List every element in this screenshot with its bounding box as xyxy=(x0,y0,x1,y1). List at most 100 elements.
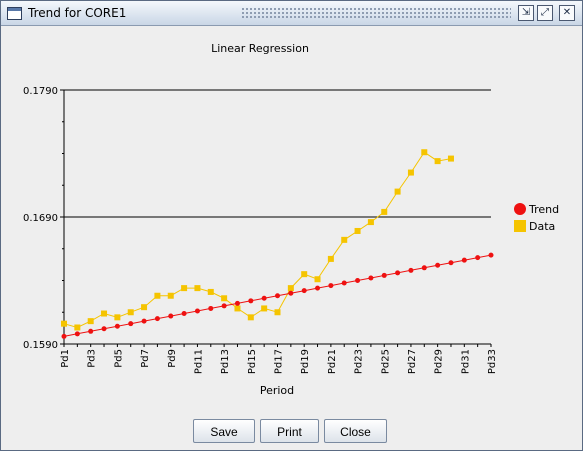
data-point xyxy=(261,305,268,312)
trend-point xyxy=(301,288,307,294)
trend-point xyxy=(154,316,160,322)
trend-point xyxy=(288,290,294,296)
trend-point xyxy=(475,255,481,261)
data-point xyxy=(247,314,254,321)
trend-point xyxy=(381,272,387,278)
trend-point xyxy=(461,257,467,263)
data-point xyxy=(74,324,81,331)
data-point xyxy=(407,169,414,176)
trend-point xyxy=(221,303,227,309)
trend-point xyxy=(101,326,107,332)
data-point xyxy=(87,318,94,325)
data-point xyxy=(287,285,294,292)
print-button[interactable]: Print xyxy=(260,419,319,443)
trend-point xyxy=(395,270,401,276)
window-title: Trend for CORE1 xyxy=(28,6,127,20)
chart-legend: Trend Data xyxy=(514,203,559,233)
trend-point xyxy=(208,305,214,311)
trend-point xyxy=(261,295,267,301)
trend-point xyxy=(61,333,67,339)
title-bar-grip xyxy=(241,7,511,19)
data-point xyxy=(381,208,388,215)
data-point xyxy=(341,236,348,243)
data-point xyxy=(221,295,228,302)
title-bar[interactable]: Trend for CORE1 ⇲ ⤢ ✕ xyxy=(1,1,582,26)
trend-point xyxy=(74,331,80,337)
close-button[interactable]: Close xyxy=(324,419,387,443)
trend-point xyxy=(328,283,334,289)
data-point xyxy=(421,149,428,156)
data-point xyxy=(141,304,148,311)
x-axis-label: Period xyxy=(260,384,294,397)
trend-point xyxy=(341,280,347,286)
data-point xyxy=(194,285,201,292)
x-tick-label: Pd11 xyxy=(193,349,204,374)
x-tick-label: Pd13 xyxy=(220,349,231,374)
trend-point xyxy=(448,260,454,266)
data-series-line xyxy=(63,151,452,329)
x-tick-label: Pd25 xyxy=(380,349,391,374)
trend-point xyxy=(88,328,94,334)
trend-point xyxy=(248,298,254,304)
maximize-icon[interactable]: ⤢ xyxy=(537,5,553,21)
trend-point xyxy=(408,267,414,273)
trend-point xyxy=(368,275,374,281)
trend-point xyxy=(315,285,321,291)
data-point xyxy=(274,309,281,316)
x-tick-label: Pd31 xyxy=(460,349,471,374)
x-tick-label: Pd9 xyxy=(167,349,178,368)
x-tick-label: Pd1 xyxy=(60,349,71,368)
data-point xyxy=(394,188,401,195)
minimize-icon[interactable]: ⇲ xyxy=(518,5,534,21)
trend-point xyxy=(275,293,280,299)
x-tick-label: Pd17 xyxy=(274,349,285,374)
data-point xyxy=(101,310,108,317)
data-point xyxy=(314,276,321,283)
x-tick-label: Pd23 xyxy=(354,349,365,374)
x-tick-label: Pd3 xyxy=(87,349,98,368)
data-point xyxy=(181,285,188,292)
trend-point xyxy=(234,300,240,306)
trend-point xyxy=(421,265,427,271)
data-point xyxy=(234,305,241,312)
data-legend-marker xyxy=(514,220,526,232)
data-point xyxy=(434,158,441,165)
trend-point xyxy=(114,323,120,329)
data-point xyxy=(154,292,161,299)
x-tick-label: Pd27 xyxy=(407,349,418,374)
trend-legend-label: Trend xyxy=(528,203,559,216)
x-tick-label: Pd19 xyxy=(300,349,311,374)
close-icon[interactable]: ✕ xyxy=(559,5,575,21)
x-tick-label: Pd5 xyxy=(113,349,124,368)
data-point xyxy=(167,292,174,299)
save-button[interactable]: Save xyxy=(193,419,255,443)
trend-point xyxy=(168,313,174,319)
data-point xyxy=(354,227,361,234)
y-tick-label: 0.1690 xyxy=(23,213,58,224)
data-legend-label: Data xyxy=(529,220,555,233)
data-point xyxy=(207,288,214,295)
data-point xyxy=(447,155,454,162)
data-point xyxy=(301,271,308,278)
data-point xyxy=(367,219,374,226)
x-tick-label: Pd33 xyxy=(487,349,498,374)
trend-point xyxy=(128,321,134,327)
trend-point xyxy=(488,252,494,258)
y-tick-label: 0.1790 xyxy=(23,86,58,97)
y-tick-label: 0.1590 xyxy=(23,340,58,351)
data-point xyxy=(114,314,121,321)
x-tick-label: Pd29 xyxy=(434,349,445,374)
trend-point xyxy=(141,318,147,324)
window-icon xyxy=(7,7,22,20)
trend-point xyxy=(181,311,187,317)
data-point xyxy=(61,320,67,327)
x-tick-label: Pd7 xyxy=(140,349,151,368)
data-point xyxy=(127,309,134,316)
trend-point xyxy=(435,262,441,268)
trend-point xyxy=(355,278,361,283)
x-tick-label: Pd15 xyxy=(247,349,258,374)
trend-legend-marker xyxy=(514,203,526,215)
trend-point xyxy=(194,308,200,314)
